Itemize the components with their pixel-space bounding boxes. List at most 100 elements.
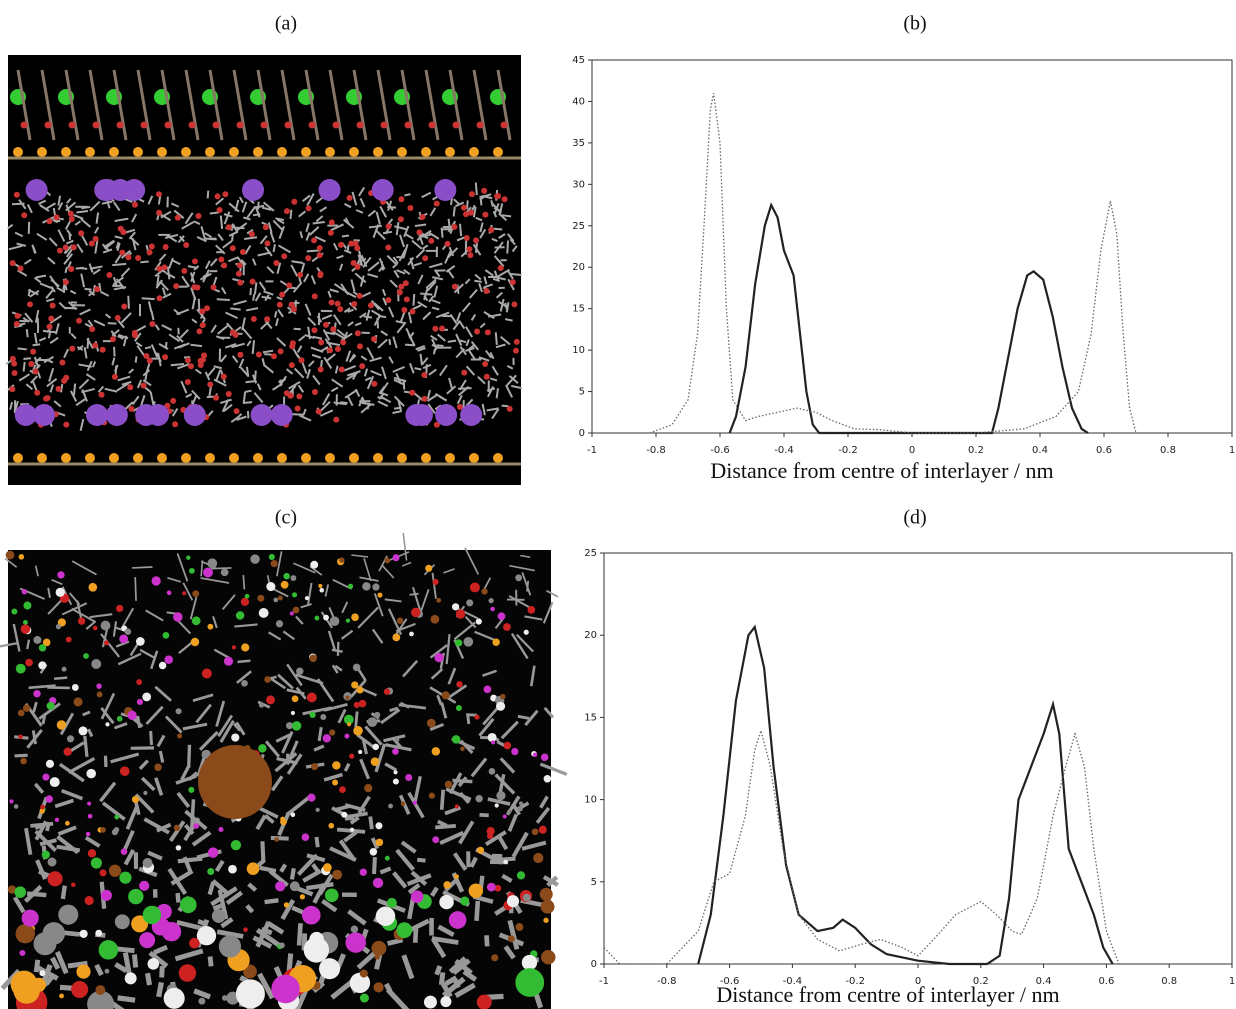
bond (380, 708, 401, 725)
bond (464, 547, 480, 575)
atom (218, 256, 225, 263)
bond (83, 346, 88, 359)
atom (346, 194, 353, 201)
bond (257, 251, 272, 257)
atom (100, 620, 111, 631)
bond (474, 279, 482, 283)
atom (506, 895, 520, 908)
atom (409, 631, 414, 637)
bond (305, 222, 310, 233)
bond (306, 882, 334, 891)
bond (164, 341, 168, 349)
bond (135, 341, 143, 348)
bond (257, 972, 275, 1000)
atom (181, 147, 191, 157)
atom (311, 293, 318, 300)
atom (454, 639, 463, 647)
bond (200, 560, 204, 577)
atom (211, 909, 226, 923)
atom (114, 814, 120, 820)
atom (262, 224, 269, 231)
bond (107, 322, 117, 325)
bond (246, 205, 257, 219)
atom (216, 207, 223, 214)
bond (438, 972, 446, 986)
bond (436, 333, 446, 342)
data-line (649, 93, 1137, 434)
bond (422, 363, 432, 370)
bond (429, 644, 448, 659)
bond (454, 982, 476, 999)
atom (47, 857, 57, 867)
bond (354, 388, 361, 397)
bond (333, 283, 346, 292)
bond (189, 596, 198, 620)
y-tick-label: 20 (584, 630, 597, 641)
bond (161, 287, 166, 296)
atom (68, 121, 76, 129)
bond (211, 879, 231, 897)
bond (168, 820, 186, 842)
data-line (697, 624, 1114, 966)
bond (478, 717, 495, 737)
atom (133, 453, 143, 463)
atom (188, 567, 195, 574)
atom (507, 809, 512, 814)
bond (459, 379, 467, 391)
bond (234, 199, 240, 212)
atom (28, 361, 35, 368)
atom (243, 927, 248, 932)
bond (255, 920, 271, 948)
atom (283, 902, 290, 908)
atom (487, 732, 497, 743)
atom (375, 822, 383, 830)
atom (55, 624, 62, 630)
atom (88, 582, 98, 592)
atom (207, 623, 214, 630)
bond (380, 330, 389, 337)
atom (497, 265, 504, 272)
atom (117, 225, 124, 232)
bond (67, 960, 88, 969)
atom (183, 242, 190, 249)
bond (395, 848, 415, 872)
bond (387, 306, 395, 318)
bond (270, 775, 284, 792)
bond (48, 367, 55, 382)
atom (396, 922, 413, 939)
atom (9, 260, 16, 267)
bond (404, 193, 411, 197)
bond (297, 384, 305, 393)
atom (131, 332, 138, 339)
atom (334, 300, 341, 307)
bond (350, 279, 356, 292)
atom (5, 550, 15, 560)
bond (376, 69, 392, 141)
atom (276, 301, 283, 308)
atom (315, 807, 320, 812)
atom (233, 408, 240, 415)
bond (219, 719, 235, 743)
bond (300, 603, 312, 609)
atom (384, 557, 391, 564)
atom (42, 638, 51, 647)
bond (499, 298, 505, 312)
atom (451, 223, 458, 230)
atom (409, 389, 416, 396)
bond (343, 762, 351, 772)
bond (217, 714, 234, 737)
atom (432, 836, 440, 844)
atom (421, 453, 431, 463)
bond (134, 577, 137, 601)
bond (371, 309, 381, 317)
bond (114, 722, 128, 730)
bond (115, 640, 130, 648)
bond (445, 634, 451, 665)
bond (395, 320, 407, 325)
bond (244, 245, 252, 255)
bond (320, 359, 323, 367)
bond (135, 325, 147, 333)
bond (12, 623, 21, 652)
atom (85, 453, 95, 463)
atom (455, 705, 462, 711)
